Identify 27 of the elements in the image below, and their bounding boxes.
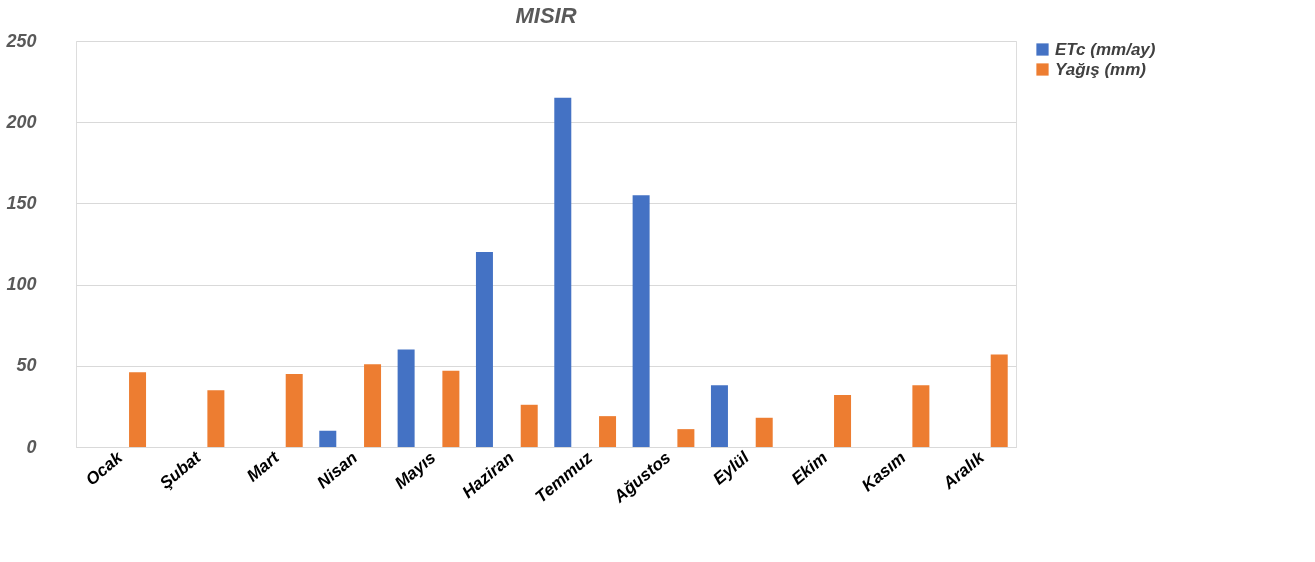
bar xyxy=(755,417,773,447)
bar xyxy=(364,364,382,447)
y-tick-label: 0 xyxy=(26,436,37,457)
y-tick-label: 250 xyxy=(5,30,37,51)
legend-label: Yağış (mm) xyxy=(1055,59,1147,79)
bar xyxy=(632,195,650,447)
bar xyxy=(285,373,303,447)
bar xyxy=(677,429,695,447)
y-tick-label: 100 xyxy=(6,274,37,295)
bar xyxy=(319,430,337,447)
bar xyxy=(554,97,572,447)
y-tick-label: 50 xyxy=(16,355,37,376)
bar xyxy=(129,372,147,447)
bar xyxy=(710,385,728,447)
bar xyxy=(207,390,225,447)
bar xyxy=(990,354,1008,447)
bar xyxy=(520,404,538,447)
bar xyxy=(475,252,493,447)
bar xyxy=(442,370,460,447)
bar xyxy=(599,416,617,447)
bar xyxy=(834,395,852,447)
bar xyxy=(397,349,415,447)
legend-label: ETc (mm/ay) xyxy=(1055,39,1156,59)
y-tick-label: 150 xyxy=(6,192,37,213)
chart-title: MISIR xyxy=(515,3,577,28)
bar xyxy=(912,385,930,447)
y-tick-label: 200 xyxy=(5,111,37,132)
